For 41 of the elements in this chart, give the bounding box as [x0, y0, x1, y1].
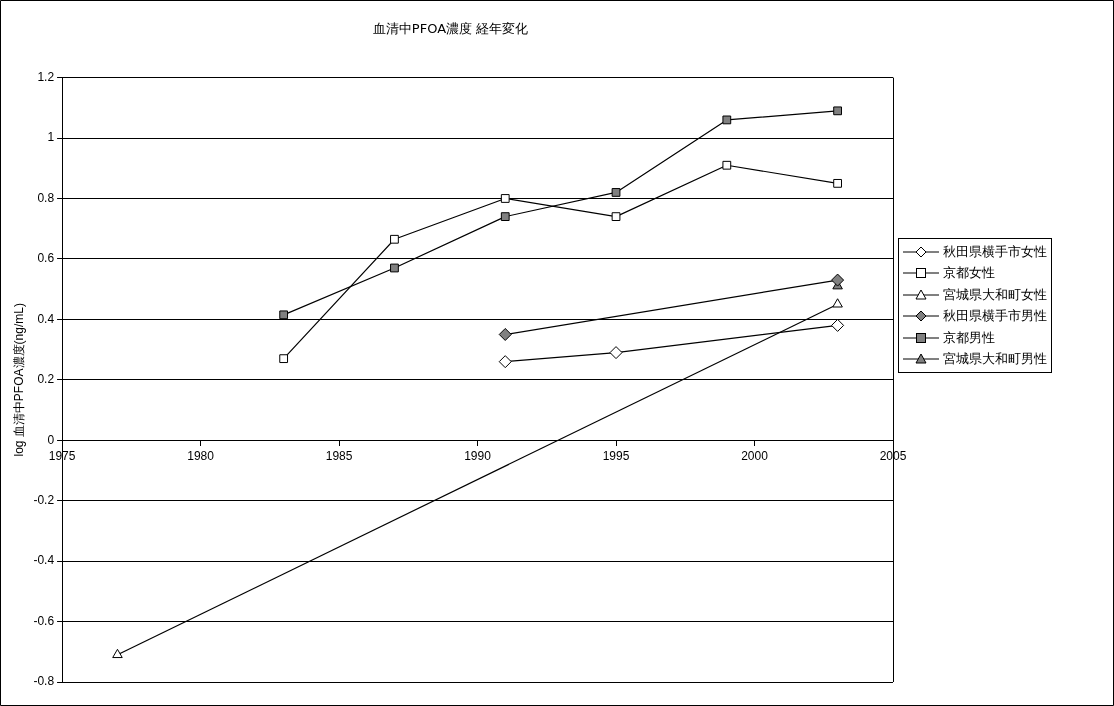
point: [500, 212, 510, 221]
legend-label: 秋田県横手市女性: [943, 242, 1047, 261]
point: [831, 318, 845, 332]
y-tick-label: 1: [47, 130, 55, 145]
x-tick-label: 2000: [741, 448, 769, 463]
point: [831, 273, 845, 287]
legend-label: 宮城県大和町男性: [943, 350, 1047, 369]
chart-title: 血清中PFOA濃度 経年変化: [372, 21, 529, 37]
x-tick-label: 1995: [602, 448, 630, 463]
y-tick-label: 0: [47, 432, 55, 447]
y-axis-title: log 血清中PFOA濃度(ng/mL): [11, 303, 26, 457]
x-tick-label: 1990: [464, 448, 492, 463]
legend-label: 宮城県大和町女性: [943, 285, 1047, 304]
y-tick-label: 0.2: [37, 372, 55, 387]
y-tick-label: -0.8: [33, 674, 55, 689]
point: [609, 346, 623, 360]
y-tick-label: 0.4: [37, 311, 55, 326]
y-tick-label: 1.2: [37, 69, 55, 84]
point: [279, 310, 289, 320]
point: [500, 194, 510, 203]
y-tick-label: 0.8: [37, 190, 55, 205]
y-tick-label: -0.2: [33, 492, 55, 507]
legend-label: 京都男性: [943, 328, 995, 347]
point: [279, 354, 289, 364]
legend-label: 秋田県横手市男性: [943, 307, 1047, 326]
point: [833, 178, 842, 188]
y-tick-label: -0.4: [33, 553, 55, 568]
point: [611, 212, 621, 221]
point: [722, 115, 732, 125]
point: [498, 327, 512, 341]
point: [833, 106, 842, 116]
y-tick-label: 0.6: [37, 251, 55, 266]
x-tick-label: 1985: [325, 448, 353, 463]
point: [722, 160, 732, 170]
point: [611, 188, 621, 197]
point: [390, 263, 399, 273]
y-tick-label: -0.6: [33, 613, 55, 628]
x-tick-label: 1980: [187, 448, 215, 463]
point: [390, 234, 399, 244]
legend-label: 京都女性: [943, 264, 995, 283]
point: [498, 355, 512, 369]
